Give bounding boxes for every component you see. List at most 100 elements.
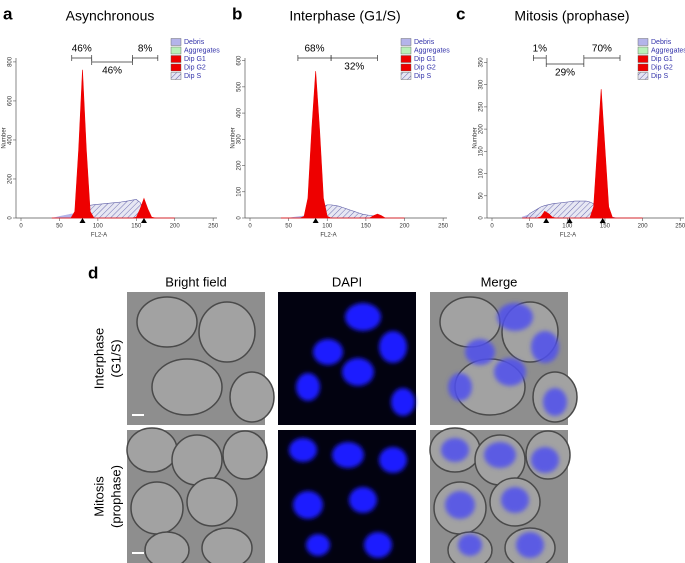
nucleus (445, 491, 475, 519)
legend-label: Aggregates (414, 47, 450, 54)
gate-bracket (132, 55, 159, 61)
nucleus (494, 358, 526, 386)
column-label: DAPI (332, 274, 362, 289)
chart-title: Interphase (G1/S) (289, 8, 400, 24)
legend-swatch (637, 46, 649, 55)
gate-label: 70% (592, 44, 612, 55)
cell-outline (229, 371, 275, 423)
legend-swatch (170, 63, 182, 72)
y-tick-label: 0 (237, 216, 243, 220)
legend-label: Dip S (184, 73, 201, 80)
gate-bracket (545, 61, 585, 67)
gate-bracket (583, 55, 621, 61)
x-tick-label: 50 (56, 224, 63, 230)
x-tick-label: 250 (675, 224, 685, 230)
y-tick-label: 400 (237, 107, 243, 118)
x-tick-label: 250 (438, 224, 449, 230)
panel-letter: c (456, 4, 465, 23)
nucleus (306, 534, 330, 556)
panel-letter: a (3, 4, 13, 23)
legend-swatch (400, 72, 412, 80)
gate-bracket (71, 55, 93, 61)
gate-bracket (297, 55, 332, 61)
peak-marker (140, 218, 147, 223)
legend-swatch (400, 38, 412, 46)
nucleus (379, 447, 407, 473)
cell-outline (151, 358, 223, 416)
x-tick-label: 50 (285, 224, 292, 230)
y-tick-label: 100 (479, 168, 485, 179)
nucleus (296, 373, 320, 401)
legend-swatch (400, 46, 412, 55)
legend-label: Dip G2 (414, 64, 436, 71)
gate-label: 1% (533, 44, 548, 55)
nucleus (543, 388, 567, 416)
y-tick-label: 250 (479, 101, 485, 112)
nucleus (497, 303, 533, 331)
series-area (51, 197, 175, 219)
legend-label: Dip G2 (651, 64, 673, 71)
nucleus (332, 442, 364, 468)
row-label: (G1/S) (108, 339, 123, 377)
nucleus (501, 487, 529, 513)
legend-swatch (400, 63, 412, 72)
y-tick-label: 300 (237, 134, 243, 145)
legend-swatch (400, 55, 412, 63)
gate-label: 29% (555, 68, 575, 79)
legend-label: Dip S (651, 73, 668, 80)
nucleus (345, 303, 381, 331)
series-area (522, 200, 643, 219)
panel-letter: b (232, 4, 242, 23)
x-tick-label: 200 (400, 224, 411, 230)
legend-label: Dip S (414, 73, 431, 80)
legend-label: Dip G1 (184, 56, 206, 63)
x-axis-label: FL2-A (320, 233, 336, 239)
legend-swatch (170, 72, 182, 80)
nucleus (391, 388, 415, 416)
x-tick-label: 0 (19, 224, 23, 230)
y-axis-label: Number (231, 127, 237, 148)
y-tick-label: 100 (237, 186, 243, 197)
cell-outline (198, 301, 256, 363)
x-tick-label: 200 (638, 224, 649, 230)
series-area (280, 71, 405, 219)
legend-swatch (170, 38, 182, 46)
x-tick-label: 200 (170, 224, 181, 230)
nucleus (289, 438, 317, 462)
y-tick-label: 600 (237, 55, 243, 66)
cell-outline (439, 296, 501, 348)
nucleus (364, 532, 392, 558)
row-label: (prophase) (108, 465, 123, 528)
legend-swatch (637, 38, 649, 46)
x-tick-label: 250 (208, 224, 219, 230)
x-tick-label: 150 (131, 224, 142, 230)
legend-label: Debris (184, 39, 205, 46)
legend-label: Dip G1 (414, 56, 436, 63)
y-tick-label: 500 (237, 81, 243, 92)
peak-marker (79, 218, 86, 223)
y-tick-label: 400 (8, 134, 14, 145)
legend-swatch (170, 55, 182, 63)
x-axis-label: FL2-A (560, 233, 576, 239)
y-tick-label: 350 (479, 57, 485, 68)
x-axis-label: FL2-A (91, 233, 107, 239)
chart-title: Mitosis (prophase) (514, 8, 629, 24)
y-tick-label: 800 (8, 56, 14, 67)
gate-label: 68% (305, 44, 325, 55)
gate-label: 46% (102, 66, 122, 77)
cell-outline (222, 430, 268, 480)
cell-outline (186, 477, 238, 527)
row-label: Mitosis (91, 476, 106, 517)
cell-outline (144, 531, 190, 563)
y-tick-label: 600 (8, 95, 14, 106)
gate-bracket (533, 55, 547, 61)
nucleus (484, 442, 516, 468)
y-tick-label: 200 (8, 173, 14, 184)
gate-bracket (91, 59, 133, 65)
gate-label: 46% (72, 44, 92, 55)
cell-outline (136, 296, 198, 348)
cell-outline (130, 481, 184, 535)
legend-swatch (637, 72, 649, 80)
legend-label: Aggregates (651, 47, 685, 54)
peak-marker (566, 218, 573, 223)
